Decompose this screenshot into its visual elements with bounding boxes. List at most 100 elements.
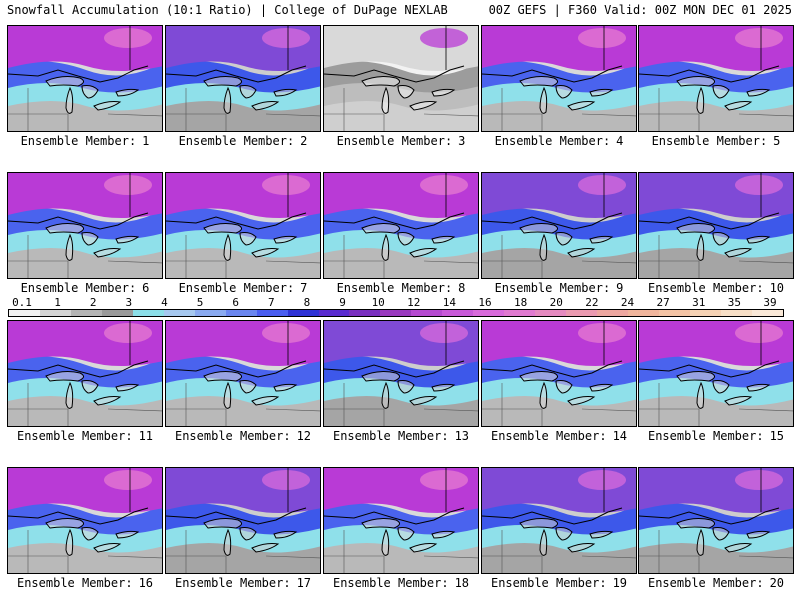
snowfall-map <box>324 26 478 131</box>
colorbar-tick-label: 8 <box>303 296 311 309</box>
colorbar-tick-label: 16 <box>478 296 492 309</box>
ensemble-member-label: Ensemble Member: 11 <box>6 429 164 443</box>
colorbar <box>8 309 784 317</box>
member-number: 13 <box>454 429 470 443</box>
colorbar-tick-label: 31 <box>692 296 706 309</box>
header-title: Snowfall Accumulation (10:1 Ratio) | Col… <box>7 3 448 17</box>
member-prefix: Ensemble Member: <box>494 134 611 148</box>
ensemble-member-map <box>481 320 637 427</box>
colorbar-tick-label: 12 <box>407 296 421 309</box>
member-prefix: Ensemble Member: <box>647 281 764 295</box>
ensemble-member-map <box>7 172 163 279</box>
colorbar-tick-label: 3 <box>125 296 133 309</box>
colorbar-tick-label: 9 <box>339 296 346 309</box>
snowfall-map <box>8 173 162 278</box>
colorbar-tick-label: 6 <box>232 296 240 309</box>
snowfall-map <box>639 26 793 131</box>
colorbar-tick-label: 10 <box>371 296 385 309</box>
colorbar-swatch <box>535 310 567 316</box>
colorbar-swatch <box>411 310 443 316</box>
colorbar-tick-label: 14 <box>442 296 457 309</box>
ensemble-member-map <box>638 320 794 427</box>
snowfall-map <box>482 468 636 573</box>
colorbar-swatch <box>380 310 412 316</box>
member-number: 8 <box>458 281 466 295</box>
colorbar-tick-label: 4 <box>161 296 168 309</box>
ensemble-member-label: Ensemble Member: 14 <box>480 429 638 443</box>
snowfall-map <box>482 173 636 278</box>
ensemble-member-map <box>323 467 479 574</box>
ensemble-member-label: Ensemble Member: 5 <box>637 134 795 148</box>
ensemble-member-label: Ensemble Member: 2 <box>164 134 322 148</box>
ensemble-member-map <box>638 467 794 574</box>
member-number: 10 <box>769 281 785 295</box>
member-number: 1 <box>142 134 150 148</box>
snowfall-map <box>324 321 478 426</box>
colorbar-swatch <box>256 310 288 316</box>
ensemble-member-map <box>165 172 321 279</box>
ensemble-member-map <box>323 320 479 427</box>
ensemble-member-label: Ensemble Member: 20 <box>637 576 795 590</box>
colorbar-tick-label: 1 <box>54 296 61 309</box>
colorbar-swatch <box>163 310 195 316</box>
ensemble-member-label: Ensemble Member: 1 <box>6 134 164 148</box>
colorbar-tick-label: 2 <box>89 296 97 309</box>
ensemble-member-label: Ensemble Member: 9 <box>480 281 638 295</box>
colorbar-swatch <box>9 310 40 316</box>
member-prefix: Ensemble Member: <box>332 429 449 443</box>
ensemble-member-label: Ensemble Member: 17 <box>164 576 322 590</box>
colorbar-swatch <box>689 310 721 316</box>
member-number: 7 <box>300 281 308 295</box>
member-prefix: Ensemble Member: <box>647 429 764 443</box>
colorbar-swatch <box>597 310 629 316</box>
snowfall-map <box>482 26 636 131</box>
colorbar-swatch <box>70 310 102 316</box>
ensemble-member-label: Ensemble Member: 19 <box>480 576 638 590</box>
colorbar-swatch <box>349 310 381 316</box>
colorbar-tick-label: 20 <box>549 296 563 309</box>
colorbar-swatch <box>132 310 164 316</box>
member-number: 11 <box>138 429 154 443</box>
member-prefix: Ensemble Member: <box>16 576 133 590</box>
ensemble-member-map <box>323 172 479 279</box>
member-prefix: Ensemble Member: <box>174 576 291 590</box>
snowfall-map <box>482 321 636 426</box>
ensemble-member-label: Ensemble Member: 18 <box>322 576 480 590</box>
colorbar-swatch <box>101 310 133 316</box>
colorbar-tick-label: 35 <box>727 296 741 309</box>
snowfall-map <box>8 321 162 426</box>
ensemble-member-map <box>481 25 637 132</box>
snowfall-map <box>8 26 162 131</box>
member-number: 4 <box>616 134 624 148</box>
ensemble-member-map <box>481 467 637 574</box>
colorbar-swatch <box>287 310 319 316</box>
member-number: 12 <box>296 429 312 443</box>
ensemble-member-label: Ensemble Member: 8 <box>322 281 480 295</box>
colorbar-tick-label: 0.1 <box>12 296 32 309</box>
colorbar-swatch <box>318 310 350 316</box>
member-number: 6 <box>142 281 150 295</box>
snowfall-map <box>166 468 320 573</box>
ensemble-member-label: Ensemble Member: 6 <box>6 281 164 295</box>
member-number: 14 <box>612 429 628 443</box>
member-number: 9 <box>616 281 624 295</box>
snowfall-map <box>8 468 162 573</box>
colorbar-swatch <box>225 310 257 316</box>
ensemble-member-label: Ensemble Member: 3 <box>322 134 480 148</box>
member-number: 15 <box>769 429 785 443</box>
member-number: 18 <box>454 576 470 590</box>
ensemble-member-map <box>323 25 479 132</box>
colorbar-swatch <box>194 310 226 316</box>
member-number: 19 <box>612 576 628 590</box>
member-prefix: Ensemble Member: <box>651 134 768 148</box>
colorbar-tick-label: 39 <box>763 296 777 309</box>
colorbar-swatch <box>751 310 783 316</box>
ensemble-member-map <box>7 25 163 132</box>
colorbar-swatch <box>504 310 536 316</box>
ensemble-member-label: Ensemble Member: 7 <box>164 281 322 295</box>
member-prefix: Ensemble Member: <box>178 281 295 295</box>
ensemble-member-map <box>7 467 163 574</box>
snowfall-map <box>639 468 793 573</box>
ensemble-member-map <box>7 320 163 427</box>
colorbar-swatch <box>473 310 505 316</box>
